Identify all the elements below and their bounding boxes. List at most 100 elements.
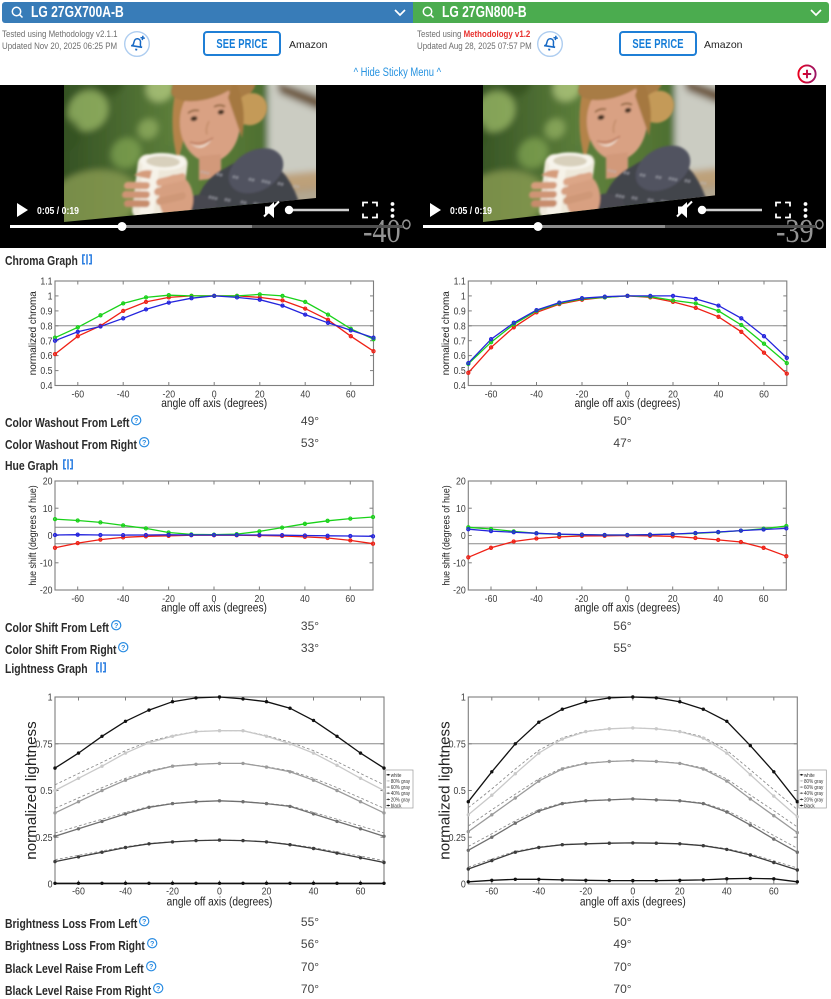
svg-text:0.75: 0.75 xyxy=(35,739,52,751)
svg-text:0.7: 0.7 xyxy=(454,336,466,348)
svg-text:60: 60 xyxy=(759,389,769,401)
svg-text:0: 0 xyxy=(461,530,466,542)
svg-text:-40: -40 xyxy=(117,593,130,605)
svg-text:0.6: 0.6 xyxy=(454,351,466,363)
svg-text:-40: -40 xyxy=(117,389,130,401)
svg-text:angle off axis (degrees): angle off axis (degrees) xyxy=(580,896,686,909)
svg-text:60: 60 xyxy=(769,886,779,898)
svg-text:20: 20 xyxy=(255,389,265,401)
svg-text:20: 20 xyxy=(43,476,53,488)
svg-text:white: white xyxy=(804,772,815,778)
svg-text:40: 40 xyxy=(722,886,732,898)
svg-text:-10: -10 xyxy=(40,558,53,570)
svg-text:-40°: -40° xyxy=(363,213,412,248)
svg-text:?: ? xyxy=(149,962,153,971)
svg-text:40: 40 xyxy=(300,593,310,605)
svg-text:-60: -60 xyxy=(71,593,84,605)
svg-text:0.9: 0.9 xyxy=(40,306,52,318)
svg-text:?: ? xyxy=(121,643,125,652)
svg-text:angle off axis (degrees): angle off axis (degrees) xyxy=(575,397,681,410)
svg-text:0: 0 xyxy=(48,530,53,542)
svg-text:?: ? xyxy=(150,939,154,948)
svg-text:10: 10 xyxy=(456,503,466,515)
svg-text:0: 0 xyxy=(625,389,630,401)
svg-text:0.7: 0.7 xyxy=(40,336,52,348)
svg-text:0: 0 xyxy=(217,886,222,898)
svg-text:0: 0 xyxy=(630,886,635,898)
svg-text:1.1: 1.1 xyxy=(40,276,52,288)
svg-text:40: 40 xyxy=(309,886,319,898)
svg-text:0.75: 0.75 xyxy=(449,739,466,751)
svg-text:?: ? xyxy=(142,438,146,447)
svg-text:0:05 / 0:19: 0:05 / 0:19 xyxy=(37,205,79,217)
svg-text:60: 60 xyxy=(346,389,356,401)
svg-text:angle off axis (degrees): angle off axis (degrees) xyxy=(161,397,267,410)
svg-text:-20: -20 xyxy=(40,585,53,597)
svg-text:-40: -40 xyxy=(530,593,543,605)
svg-text:0: 0 xyxy=(625,593,630,605)
svg-text:0.8: 0.8 xyxy=(40,321,52,333)
svg-text:-60: -60 xyxy=(485,886,498,898)
svg-text:0: 0 xyxy=(461,879,466,891)
svg-text:0: 0 xyxy=(212,389,217,401)
svg-text:20: 20 xyxy=(668,593,678,605)
svg-text:40: 40 xyxy=(300,389,310,401)
svg-text:-40: -40 xyxy=(532,886,545,898)
svg-text:60: 60 xyxy=(345,593,355,605)
svg-text:angle off axis (degrees): angle off axis (degrees) xyxy=(161,602,267,615)
svg-text:-60: -60 xyxy=(485,593,498,605)
svg-text:hue shift (degrees of hue): hue shift (degrees of hue) xyxy=(27,485,39,585)
svg-text:white: white xyxy=(391,772,402,778)
svg-text:?: ? xyxy=(142,917,146,926)
svg-text:angle off axis (degrees): angle off axis (degrees) xyxy=(167,896,273,909)
svg-text:20: 20 xyxy=(668,389,678,401)
svg-text:-20: -20 xyxy=(162,593,175,605)
svg-text:?: ? xyxy=(114,621,118,630)
svg-text:20: 20 xyxy=(255,593,265,605)
svg-text:1: 1 xyxy=(461,291,466,303)
svg-text:black: black xyxy=(391,803,402,809)
svg-text:normalized lightness: normalized lightness xyxy=(436,721,453,860)
svg-text:0.9: 0.9 xyxy=(454,306,466,318)
svg-text:0.5: 0.5 xyxy=(454,785,466,797)
svg-text:angle off axis (degrees): angle off axis (degrees) xyxy=(574,602,680,615)
svg-text:0.25: 0.25 xyxy=(449,832,466,844)
svg-text:-60: -60 xyxy=(485,389,498,401)
svg-text:0.4: 0.4 xyxy=(454,380,467,392)
svg-text:black: black xyxy=(804,803,815,809)
svg-text:-39°: -39° xyxy=(776,213,825,248)
svg-text:0:05 / 0:19: 0:05 / 0:19 xyxy=(450,205,492,217)
svg-text:1: 1 xyxy=(48,692,53,704)
svg-text:-20: -20 xyxy=(162,389,175,401)
svg-text:0.5: 0.5 xyxy=(40,366,52,378)
svg-text:0: 0 xyxy=(48,879,53,891)
svg-text:-20: -20 xyxy=(453,585,466,597)
svg-text:40% gray: 40% gray xyxy=(804,791,824,797)
svg-text:20% gray: 20% gray xyxy=(391,797,411,803)
svg-text:-20: -20 xyxy=(576,389,589,401)
svg-text:-20: -20 xyxy=(579,886,592,898)
svg-text:-10: -10 xyxy=(453,558,466,570)
svg-text:normalized chroma: normalized chroma xyxy=(441,291,452,375)
svg-text:60% gray: 60% gray xyxy=(804,785,824,791)
svg-text:0.8: 0.8 xyxy=(454,321,466,333)
svg-text:20% gray: 20% gray xyxy=(804,797,824,803)
svg-text:0.4: 0.4 xyxy=(40,380,53,392)
svg-text:?: ? xyxy=(156,984,160,993)
svg-text:0.25: 0.25 xyxy=(35,832,52,844)
svg-text:20: 20 xyxy=(456,476,466,488)
svg-text:normalized chroma: normalized chroma xyxy=(28,291,39,375)
svg-text:80% gray: 80% gray xyxy=(391,779,411,785)
svg-text:-20: -20 xyxy=(576,593,589,605)
svg-text:60% gray: 60% gray xyxy=(391,785,411,791)
svg-text:1: 1 xyxy=(461,692,466,704)
svg-text:40: 40 xyxy=(714,389,724,401)
svg-text:40% gray: 40% gray xyxy=(391,791,411,797)
svg-text:60: 60 xyxy=(356,886,366,898)
svg-text:normalized lightness: normalized lightness xyxy=(23,721,40,860)
svg-text:20: 20 xyxy=(262,886,272,898)
svg-text:0: 0 xyxy=(212,593,217,605)
svg-text:1.1: 1.1 xyxy=(454,276,466,288)
svg-text:0.5: 0.5 xyxy=(40,785,52,797)
svg-text:40: 40 xyxy=(713,593,723,605)
